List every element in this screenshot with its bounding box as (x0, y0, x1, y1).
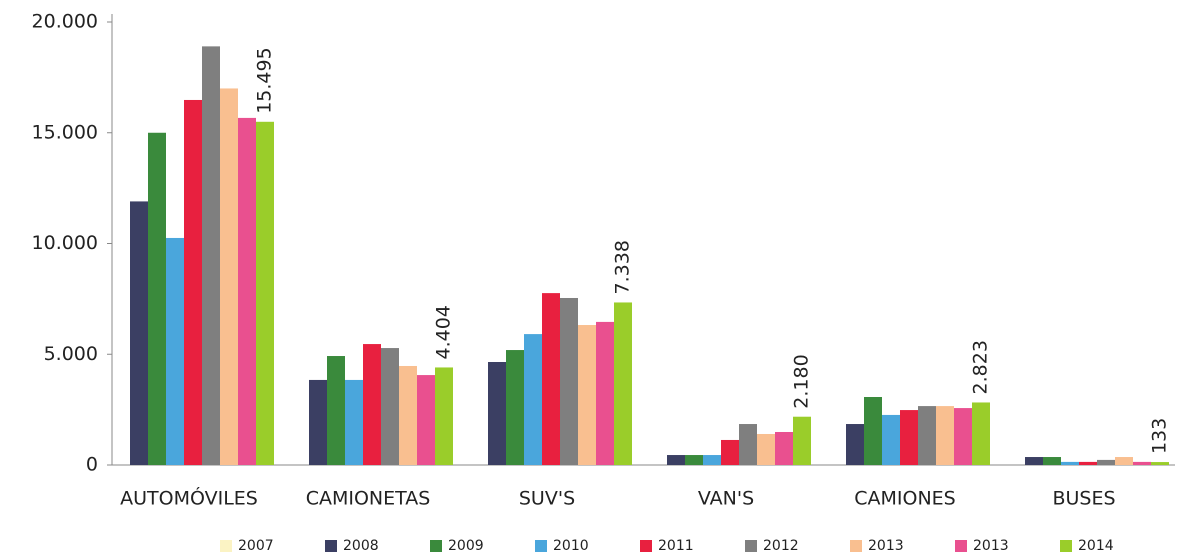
bar (1061, 461, 1079, 465)
bar (918, 406, 936, 465)
legend-swatch (640, 540, 652, 552)
bar (560, 297, 578, 465)
value-label: 2.180 (791, 354, 813, 408)
y-tick-label: 10.000 (32, 232, 98, 254)
legend-swatch (955, 540, 967, 552)
legend-swatch (220, 540, 232, 552)
bar (184, 99, 202, 465)
value-label: 2.823 (970, 340, 992, 394)
x-tick-label: CAMIONES (854, 488, 956, 510)
bar (721, 439, 739, 465)
legend-swatch (430, 540, 442, 552)
legend-label: 2013 (868, 538, 904, 554)
bar (775, 431, 793, 465)
bar (685, 455, 703, 465)
bar (327, 356, 345, 465)
value-label: 7.338 (612, 240, 634, 294)
x-tick-label: CAMIONETAS (306, 488, 431, 510)
bar (202, 46, 220, 466)
bar (882, 414, 900, 465)
bar (309, 379, 327, 465)
bar (1079, 461, 1097, 465)
bar (524, 334, 542, 465)
bar (864, 396, 882, 465)
bar (667, 455, 685, 465)
legend-swatch (325, 540, 337, 552)
y-tick-label: 5.000 (44, 343, 98, 365)
bar (757, 433, 775, 465)
legend-label: 2009 (448, 538, 484, 554)
bar (488, 362, 506, 465)
bar (1025, 457, 1043, 465)
legend-swatch (850, 540, 862, 552)
bar (900, 410, 918, 465)
bar (345, 379, 363, 465)
x-tick-label: VAN'S (698, 488, 754, 510)
legend-label: 2010 (553, 538, 589, 554)
y-tick-label: 0 (86, 454, 98, 476)
y-tick-label: 20.000 (32, 11, 98, 33)
bar (148, 132, 166, 465)
bar (1097, 459, 1115, 465)
bar (846, 424, 864, 465)
bar (399, 365, 417, 465)
bar (739, 424, 757, 465)
bar (1133, 461, 1151, 465)
legend-label: 2008 (343, 538, 379, 554)
bar (220, 88, 238, 465)
bar (381, 348, 399, 465)
bar (542, 293, 560, 465)
value-label: 133 (1149, 418, 1171, 454)
bar (936, 406, 954, 465)
bar (578, 325, 596, 465)
bar (417, 375, 435, 465)
bar (596, 321, 614, 465)
bar (435, 367, 453, 465)
bar (506, 350, 524, 465)
legend-label: 2013 (973, 538, 1009, 554)
bar (972, 402, 990, 465)
x-tick-label: AUTOMÓVILES (120, 486, 258, 510)
legend-swatch (1060, 540, 1072, 552)
legend-swatch (535, 540, 547, 552)
value-label: 4.404 (433, 305, 455, 359)
bar (256, 121, 274, 465)
bar (703, 455, 721, 465)
bar (363, 344, 381, 465)
value-label: 15.495 (254, 47, 276, 113)
bar (614, 302, 632, 465)
legend-swatch (745, 540, 757, 552)
bar (1151, 462, 1169, 465)
bar (954, 408, 972, 465)
bar (793, 416, 811, 465)
legend-label: 2011 (658, 538, 694, 554)
bar (1115, 457, 1133, 465)
x-tick-label: BUSES (1052, 488, 1115, 510)
bar (130, 201, 148, 466)
legend-label: 2007 (238, 538, 274, 554)
bar (238, 117, 256, 466)
bar (166, 237, 184, 465)
legend-label: 2012 (763, 538, 799, 554)
x-tick-label: SUV'S (519, 488, 575, 510)
bar (1043, 457, 1061, 465)
legend-label: 2014 (1078, 538, 1114, 554)
y-tick-label: 15.000 (32, 121, 98, 143)
